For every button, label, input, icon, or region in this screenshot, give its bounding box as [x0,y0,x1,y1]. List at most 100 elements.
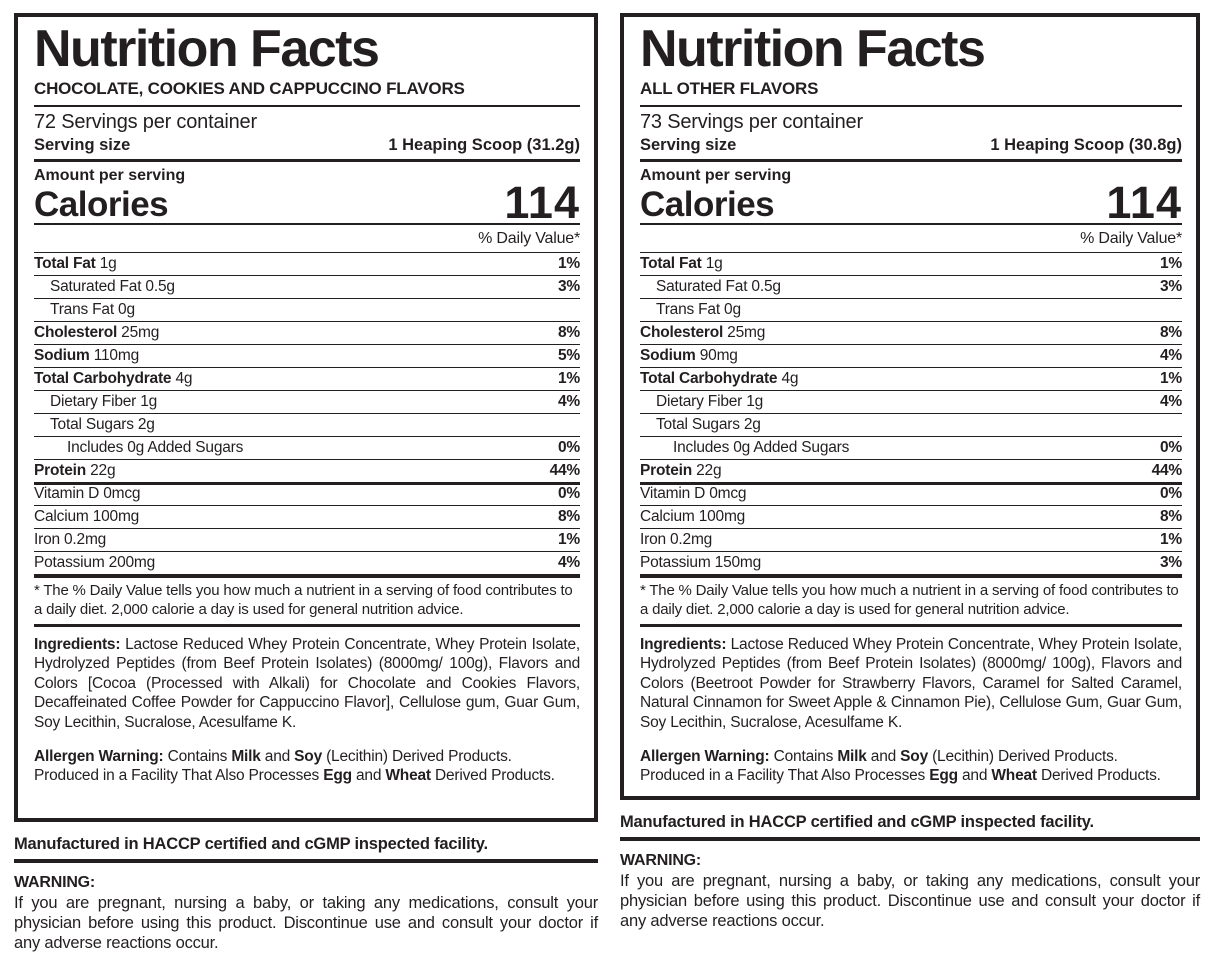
nutrient-row: Potassium 150mg 3% [640,551,1182,574]
nutrient-daily-value: 0% [1159,485,1182,503]
nutrient-name: Calcium 100mg [640,508,746,526]
nutrient-row: Total Sugars 2g [34,413,580,436]
nutrient-daily-value: 8% [557,324,580,342]
nutrient-row: Sodium 90mg 4% [640,344,1182,367]
nutrient-row: Saturated Fat 0.5g 3% [34,275,580,298]
nutrient-name: Vitamin D 0mcg [640,485,747,503]
nutrition-label-sheet: { "colors": { "ink": "#231f20", "backgro… [14,13,1201,953]
allergen-warning-label: Allergen Warning: [640,747,770,765]
nutrient-daily-value: 1% [557,370,580,388]
servings-per-container: 73 Servings per container [640,111,863,134]
nutrient-daily-value: 1% [1159,370,1182,388]
nutrient-daily-value: 0% [1159,439,1182,457]
calories-row: Calories 114 [640,177,1182,229]
nutrition-facts-box: Nutrition Facts ALL OTHER FLAVORS 73 Ser… [620,13,1200,800]
nutrient-name: Dietary Fiber 1g [656,393,764,411]
warning-block: WARNING: If you are pregnant, nursing a … [14,874,598,953]
nutrient-daily-value: 0% [557,485,580,503]
nutrient-row: Vitamin D 0mcg 0% [34,482,580,505]
manufactured-statement: Manufactured in HACCP certified and cGMP… [620,813,1200,841]
nutrient-row: Dietary Fiber 1g 4% [34,390,580,413]
nutrient-daily-value: 4% [557,393,580,411]
nutrient-name: Total Fat 1g [34,255,117,273]
flavor-line: CHOCOLATE, COOKIES AND CAPPUCCINO FLAVOR… [34,79,465,99]
nutrient-name: Protein 22g [640,462,722,480]
nutrient-name: Total Carbohydrate 4g [34,370,193,388]
allergen-soy: Soy [294,747,322,765]
nutrient-name: Total Sugars 2g [50,416,155,434]
allergen-egg: Egg [929,767,958,785]
serving-size-row: Serving size 1 Heaping Scoop (30.8g) [640,134,1182,159]
nutrient-daily-value: 8% [557,508,580,526]
nutrient-name: Iron 0.2mg [640,531,713,549]
nutrient-row: Cholesterol 25mg 8% [34,321,580,344]
nutrient-name: Total Fat 1g [640,255,723,273]
nutrient-name: Trans Fat 0g [50,301,135,319]
nutrient-daily-value: 8% [1159,508,1182,526]
serving-size-label: Serving size [34,136,131,155]
nutrient-name: Cholesterol 25mg [640,324,766,342]
nutrient-daily-value: 44% [1151,462,1183,480]
serving-size-value: 1 Heaping Scoop (30.8g) [990,136,1182,155]
nutrition-facts-title: Nutrition Facts [640,20,986,78]
below-box-section: Manufactured in HACCP certified and cGMP… [14,835,598,953]
nutrient-name: Sodium 90mg [640,347,738,365]
ingredients-paragraph: Ingredients: Lactose Reduced Whey Protei… [34,627,580,734]
nutrient-daily-value: 1% [557,255,580,273]
panel-header: Nutrition Facts ALL OTHER FLAVORS [640,20,1182,108]
warning-label: WARNING: [620,851,702,869]
nutrient-row: Total Fat 1g 1% [34,252,580,275]
calories-label: Calories [34,184,169,224]
nutrient-name: Protein 22g [34,462,116,480]
servings-block: 72 Servings per container Serving size 1… [34,107,580,163]
nutrient-row: Includes 0g Added Sugars 0% [34,436,580,459]
allergen-wheat: Wheat [991,767,1037,785]
calories-value: 114 [1106,177,1182,229]
nutrient-name: Dietary Fiber 1g [50,393,158,411]
daily-value-footnote: * The % Daily Value tells you how much a… [640,578,1182,627]
nutrient-row: Calcium 100mg 8% [640,505,1182,528]
nutrient-name: Potassium 200mg [34,554,156,572]
nutrition-panel-column-right: Nutrition Facts ALL OTHER FLAVORS 73 Ser… [620,13,1200,931]
ingredients-text: Lactose Reduced Whey Protein Concentrate… [640,636,1182,731]
allergen-milk: Milk [231,747,261,765]
allergen-soy: Soy [900,747,928,765]
daily-value-header: % Daily Value* [1080,230,1182,248]
nutrient-row: Iron 0.2mg 1% [640,528,1182,551]
daily-value-footnote: * The % Daily Value tells you how much a… [34,578,580,627]
nutrient-name: Saturated Fat 0.5g [50,278,175,296]
nutrient-daily-value: 3% [557,278,580,296]
nutrient-daily-value: 44% [549,462,581,480]
calories-row: Calories 114 [34,177,580,229]
nutrient-name: Includes 0g Added Sugars [673,439,850,457]
nutrient-name: Total Sugars 2g [656,416,761,434]
ingredients-label: Ingredients: [640,636,727,653]
nutrient-row: Includes 0g Added Sugars 0% [640,436,1182,459]
nutrient-row: Total Carbohydrate 4g 1% [640,367,1182,390]
warning-text: If you are pregnant, nursing a baby, or … [14,893,598,953]
nutrient-row: Sodium 110mg 5% [34,344,580,367]
nutrient-name: Includes 0g Added Sugars [67,439,244,457]
nutrient-daily-value: 1% [1159,531,1182,549]
manufactured-statement: Manufactured in HACCP certified and cGMP… [14,835,598,863]
ingredients-text: Lactose Reduced Whey Protein Concentrate… [34,636,580,731]
nutrient-daily-value: 0% [557,439,580,457]
nutrient-daily-value: 1% [1159,255,1182,273]
nutrient-daily-value: 4% [1159,393,1182,411]
serving-size-value: 1 Heaping Scoop (31.2g) [388,136,580,155]
nutrient-name: Potassium 150mg [640,554,762,572]
amount-per-serving-label: Amount per serving [640,167,792,185]
nutrient-daily-value: 4% [557,554,580,572]
nutrition-facts-title: Nutrition Facts [34,20,380,78]
nutrient-daily-value: 5% [557,347,580,365]
nutrient-row: Potassium 200mg 4% [34,551,580,574]
allergen-egg: Egg [323,767,352,785]
calories-value: 114 [504,177,580,229]
panel-header: Nutrition Facts CHOCOLATE, COOKIES AND C… [34,20,580,108]
nutrient-name: Calcium 100mg [34,508,140,526]
nutrient-daily-value: 1% [557,531,580,549]
below-box-section: Manufactured in HACCP certified and cGMP… [620,813,1200,931]
nutrient-daily-value: 4% [1159,347,1182,365]
ingredients-label: Ingredients: [34,636,121,653]
nutrient-daily-value: 3% [1159,278,1182,296]
